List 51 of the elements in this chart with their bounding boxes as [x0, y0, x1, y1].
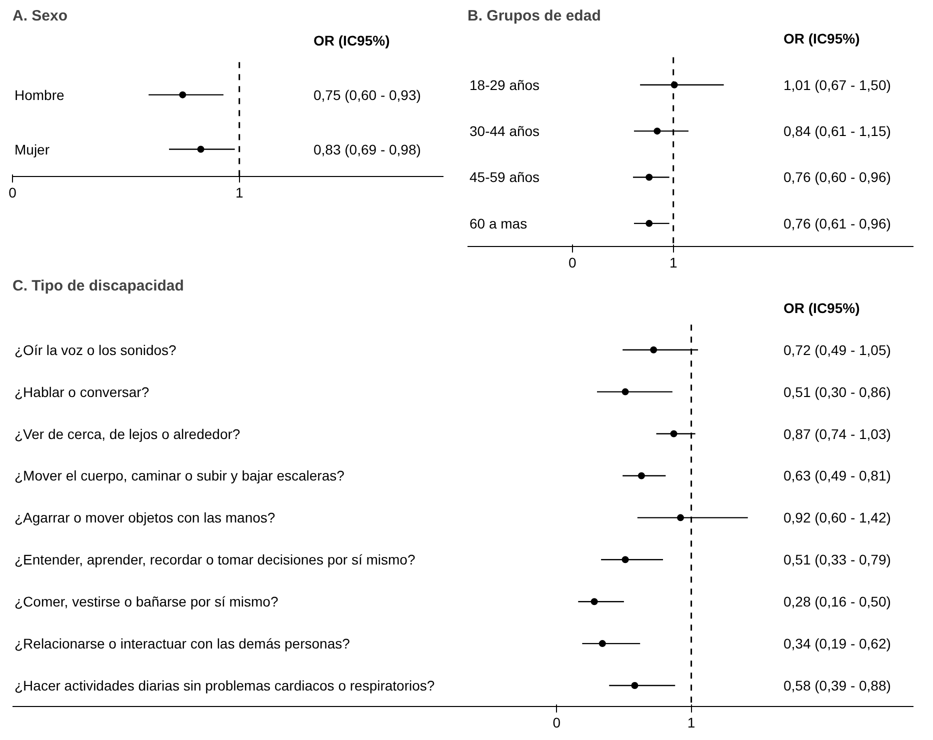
point: [622, 388, 629, 396]
annotation: 0,58 (0,39 - 0,88): [784, 678, 891, 694]
x-tick-label: 1: [669, 254, 678, 270]
annotation: 0,84 (0,61 - 1,15): [784, 123, 891, 140]
annotation: 0,63 (0,49 - 0,81): [784, 468, 891, 484]
annotation: 0,51 (0,33 - 0,79): [784, 552, 891, 568]
point: [631, 682, 638, 690]
y-tick-label: ¿Ver de cerca, de lejos o alrededor?: [14, 426, 240, 442]
y-tick-label: Hombre: [14, 86, 65, 103]
annotation: 0,83 (0,69 - 0,98): [314, 141, 421, 158]
annotation: 0,76 (0,60 - 0,96): [784, 169, 891, 186]
y-tick-label: ¿Oír la voz o los sonidos?: [14, 342, 177, 358]
annotation: 0,51 (0,30 - 0,86): [784, 384, 891, 400]
y-tick-label: ¿Mover el cuerpo, caminar o subir y bajar escaleras?: [14, 468, 345, 484]
annotation: 0,92 (0,60 - 1,42): [784, 510, 891, 526]
text: OR (IC95%): [314, 32, 390, 48]
point: [650, 346, 658, 354]
chart-title: B. Grupos de edad: [468, 8, 601, 24]
annotation: 1,01 (0,67 - 1,50): [784, 76, 891, 93]
chart-title: A. Sexo: [12, 8, 68, 24]
annotation: 0,76 (0,61 - 0,96): [784, 215, 891, 232]
x-tick-label: 0: [8, 184, 17, 200]
y-tick-label: ¿Hacer actividades diarias sin problemas cardiacos o respiratorios?: [14, 678, 435, 694]
annotation: 0,28 (0,16 - 0,50): [784, 594, 891, 610]
y-tick-label: 45-59 años: [470, 169, 540, 186]
y-tick-label: ¿Hablar o conversar?: [14, 384, 150, 400]
x-tick-label: 0: [552, 714, 561, 730]
y-tick-label: Mujer: [14, 141, 50, 158]
chart-title: C. Tipo de discapacidad: [12, 278, 184, 294]
annotation: 0,87 (0,74 - 1,03): [784, 426, 891, 442]
annotation: 0,72 (0,49 - 1,05): [784, 342, 891, 358]
point: [590, 598, 598, 606]
point: [638, 472, 645, 480]
y-tick-label: 18-29 años: [470, 76, 540, 93]
point: [598, 640, 606, 648]
point: [677, 514, 684, 522]
y-tick-label: ¿Entender, aprender, recordar o tomar decisiones por sí mismo?: [14, 552, 416, 568]
y-tick-label: ¿Relacionarse o interactuar con las demás personas?: [14, 636, 350, 652]
y-tick-label: ¿Comer, vestirse o bañarse por sí mismo?: [14, 594, 278, 610]
y-tick-label: 60 a mas: [470, 215, 528, 232]
x-tick-label: 0: [568, 254, 577, 270]
point: [670, 430, 678, 438]
annotation: 0,75 (0,60 - 0,93): [314, 86, 421, 103]
annotation: 0,34 (0,19 - 0,62): [784, 636, 891, 652]
y-tick-label: ¿Agarrar o mover objetos con las manos?: [14, 510, 276, 526]
x-tick-label: 1: [687, 714, 696, 730]
text: OR (IC95%): [784, 300, 860, 316]
point: [622, 556, 629, 564]
x-tick-label: 1: [235, 184, 244, 200]
text: OR (IC95%): [784, 30, 860, 47]
y-tick-label: 30-44 años: [470, 123, 540, 140]
